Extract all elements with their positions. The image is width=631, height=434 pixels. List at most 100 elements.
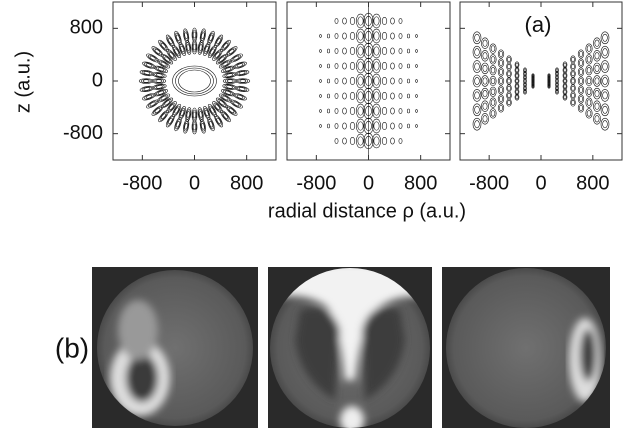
contour: [516, 85, 518, 89]
contour: [601, 75, 609, 87]
contour: [499, 96, 502, 101]
contour: [343, 63, 347, 69]
contour: [374, 62, 379, 70]
contour: [473, 32, 481, 44]
contour: [481, 38, 488, 49]
contour: [320, 50, 322, 53]
contour: [391, 18, 395, 24]
contour: [374, 17, 379, 25]
contour: [206, 30, 215, 45]
contour: [416, 125, 418, 128]
contour: [475, 121, 480, 128]
contour: [475, 49, 480, 56]
contour: [603, 106, 608, 113]
contour: [473, 118, 481, 130]
contour: [564, 79, 566, 83]
contour: [382, 62, 387, 69]
contour: [593, 50, 600, 61]
contour: [595, 65, 599, 71]
contour: [156, 80, 162, 83]
contour: [603, 34, 608, 41]
contour: [603, 121, 608, 128]
contour: [382, 107, 387, 114]
contour: [595, 103, 599, 109]
contour: [206, 117, 215, 132]
contour: [601, 46, 609, 58]
contour: [327, 124, 330, 128]
contour: [595, 53, 599, 59]
contour: [416, 95, 418, 98]
contour: [499, 69, 502, 74]
contour: [579, 51, 582, 56]
contour: [490, 109, 496, 119]
contour: [327, 49, 330, 53]
contour: [595, 116, 599, 122]
y-tick-label: 800: [70, 17, 103, 39]
contour: [490, 55, 496, 65]
contour: [193, 124, 196, 130]
contour: [399, 48, 402, 53]
x-tick-label: 0: [363, 172, 374, 194]
contour: [350, 32, 355, 39]
contour: [358, 32, 363, 40]
contour: [593, 38, 600, 49]
contour: [490, 98, 496, 108]
contour: [586, 44, 592, 54]
contour: [481, 101, 488, 112]
contour: [572, 72, 575, 76]
contour: [358, 122, 363, 130]
contour: [579, 78, 582, 83]
contour: [320, 35, 322, 38]
contour: [564, 68, 566, 72]
contour: [335, 93, 338, 98]
contour: [335, 63, 338, 68]
contour: [173, 66, 217, 96]
contour: [516, 79, 518, 83]
contour: [358, 47, 363, 55]
contour: [240, 80, 246, 83]
contour: [227, 80, 233, 83]
contour: [399, 33, 402, 38]
contour: [193, 44, 196, 50]
contour: [335, 108, 338, 113]
contour: [382, 47, 387, 54]
contour: [483, 78, 487, 84]
contour: [374, 32, 379, 40]
contour: [586, 65, 592, 75]
contour: [173, 30, 182, 45]
contour: [350, 137, 355, 144]
contour: [335, 48, 338, 53]
contour: [579, 87, 582, 92]
contour: [564, 85, 566, 89]
contour: [579, 105, 582, 110]
contour: [407, 109, 410, 113]
y-tick-label: -800: [63, 122, 103, 144]
contour: [572, 93, 575, 97]
contour: [350, 122, 355, 129]
contour: [374, 122, 379, 130]
y-axis-label: z (a.u.): [12, 51, 34, 113]
contour: [587, 100, 591, 106]
contour: [508, 57, 511, 61]
contour: [358, 92, 363, 100]
contour: [587, 46, 591, 52]
contour: [483, 90, 487, 96]
x-tick-label: 0: [535, 172, 546, 194]
contour: [143, 80, 149, 83]
contour: [593, 101, 600, 112]
contour: [572, 64, 575, 68]
contour: [358, 77, 363, 85]
contour: [391, 48, 395, 54]
contour: [491, 78, 495, 84]
contour: [320, 110, 322, 113]
contour: [483, 40, 487, 46]
contour: [481, 76, 488, 87]
contour: [176, 68, 214, 94]
contour: [587, 67, 591, 73]
contour: [475, 106, 480, 113]
contour: [350, 77, 355, 84]
contour: [603, 77, 608, 84]
contour: [343, 48, 347, 54]
contour: [473, 46, 481, 58]
contour: [358, 137, 363, 145]
